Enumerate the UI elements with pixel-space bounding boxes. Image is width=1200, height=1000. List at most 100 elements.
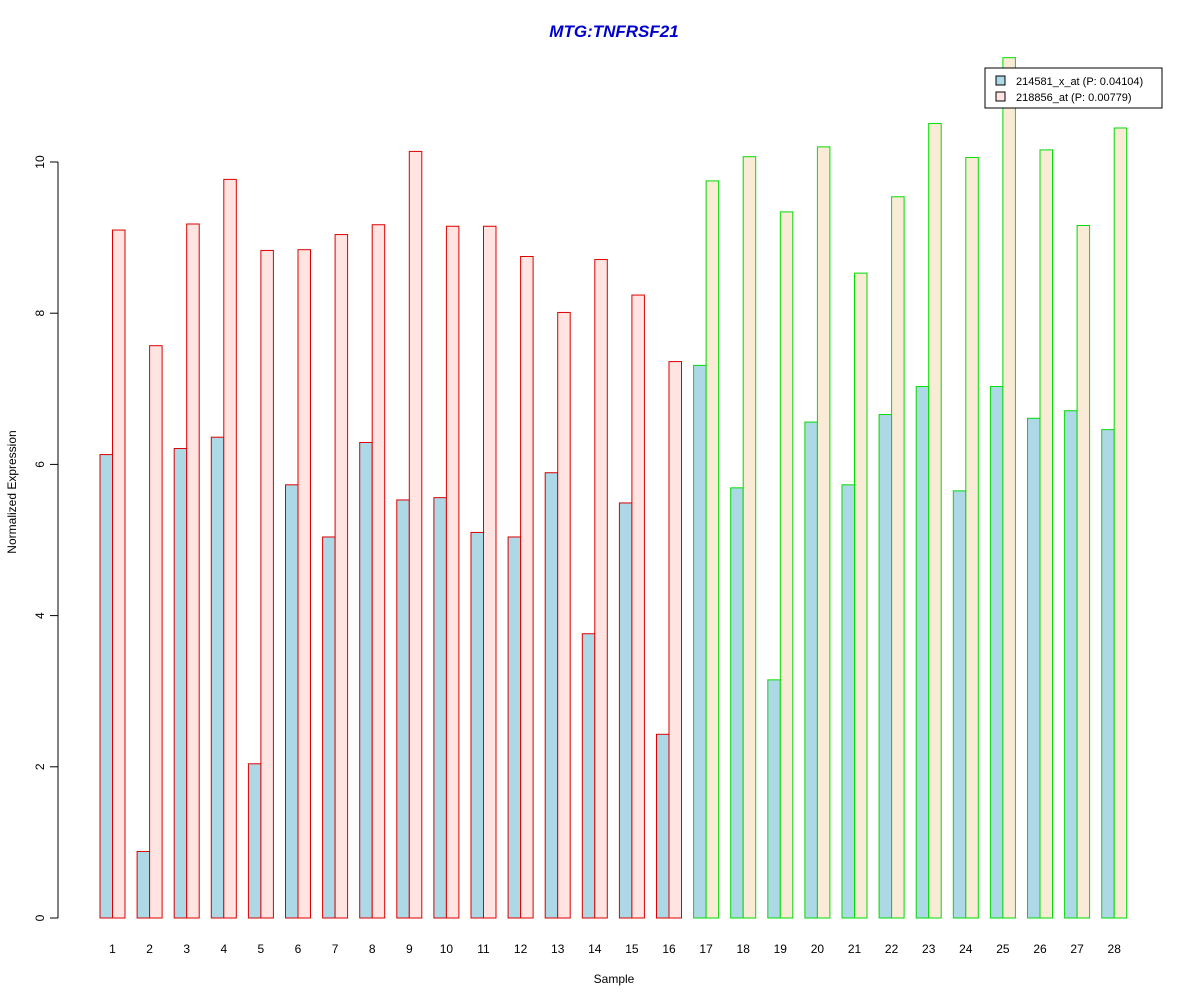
- bar-214581-x-at: [470, 531, 484, 919]
- bar-218856-at: [520, 256, 534, 919]
- x-tick-label: 6: [295, 942, 302, 956]
- y-tick-label: 8: [33, 310, 47, 317]
- x-tick-label: 27: [1070, 942, 1084, 956]
- x-tick-label: 20: [811, 942, 825, 956]
- x-tick-label: 11: [477, 942, 490, 956]
- y-tick-label: 2: [33, 763, 47, 770]
- legend-swatch-214581-x-at: [995, 75, 1006, 86]
- bar-218856-at: [557, 311, 571, 919]
- bar-218856-at: [1039, 149, 1053, 919]
- bar-214581-x-at: [173, 448, 188, 919]
- x-tick-label: 28: [1108, 942, 1122, 956]
- bar-218856-at: [149, 345, 163, 919]
- x-tick-label: 22: [885, 942, 899, 956]
- x-tick-label: 17: [699, 942, 713, 956]
- x-tick-label: 7: [332, 942, 339, 956]
- bar-218856-at: [297, 249, 311, 919]
- bar-218856-at: [260, 249, 274, 919]
- x-tick-label: 10: [440, 942, 454, 956]
- legend-box: [984, 67, 1163, 109]
- bar-214581-x-at: [878, 414, 893, 919]
- bar-218856-at: [223, 178, 237, 919]
- x-tick-label: 24: [959, 942, 973, 956]
- bar-214581-x-at: [952, 490, 967, 919]
- bar-214581-x-at: [804, 421, 818, 919]
- bar-214581-x-at: [767, 679, 781, 919]
- bar-214581-x-at: [693, 364, 707, 919]
- bar-214581-x-at: [915, 386, 930, 919]
- x-tick-label: 2: [146, 942, 153, 956]
- bar-214581-x-at: [285, 484, 299, 919]
- bar-218856-at: [779, 211, 794, 919]
- x-tick-label: 14: [588, 942, 602, 956]
- bar-214581-x-at: [247, 763, 262, 919]
- x-tick-label: 16: [662, 942, 676, 956]
- bar-214581-x-at: [989, 386, 1004, 919]
- bar-218856-at: [705, 180, 720, 919]
- chart-title: MTG:TNFRSF21: [549, 22, 678, 41]
- x-axis-title: Sample: [594, 972, 635, 986]
- bar-214581-x-at: [396, 499, 410, 919]
- bar-214581-x-at: [99, 454, 113, 919]
- x-axis: 1 2 3 4 5 6 7 8 9 10 11 12 13 14 15 16 17 18 19 20 21 22 23 24 2…: [109, 942, 1121, 956]
- bar-218856-at: [928, 122, 942, 919]
- x-tick-label: 13: [551, 942, 565, 956]
- x-tick-label: 25: [996, 942, 1010, 956]
- bar-214581-x-at: [1101, 429, 1115, 919]
- bars-group: [99, 57, 1128, 919]
- bar-218856-at: [483, 225, 497, 919]
- bar-218856-at: [371, 224, 386, 919]
- y-axis: 0 2 4 6 8 10: [33, 155, 59, 921]
- bar-214581-x-at: [433, 497, 447, 919]
- bar-218856-at: [816, 146, 831, 919]
- x-tick-label: 8: [369, 942, 376, 956]
- bar-218856-at: [112, 229, 126, 919]
- x-tick-label: 9: [406, 942, 413, 956]
- x-tick-label: 18: [737, 942, 751, 956]
- bar-218856-at: [1076, 225, 1091, 919]
- legend: 214581_x_at (P: 0.04104) 218856_at (P: 0.…: [984, 67, 1163, 109]
- y-axis-title: Normalized Expression: [5, 430, 19, 553]
- bar-218856-at: [891, 196, 905, 919]
- bar-218856-at: [186, 223, 200, 919]
- x-tick-label: 1: [109, 942, 116, 956]
- bar-214581-x-at: [1064, 410, 1078, 919]
- bar-218856-at: [408, 150, 423, 919]
- bar-214581-x-at: [322, 536, 336, 919]
- bar-218856-at: [1002, 57, 1016, 919]
- x-tick-label: 12: [514, 942, 528, 956]
- bar-214581-x-at: [507, 536, 522, 919]
- y-tick-label: 4: [33, 612, 47, 619]
- x-tick-label: 21: [848, 942, 862, 956]
- bar-218856-at: [1113, 127, 1128, 919]
- bar-214581-x-at: [359, 441, 373, 919]
- bar-218856-at: [742, 156, 757, 919]
- bar-214581-x-at: [730, 487, 744, 919]
- bar-218856-at: [334, 234, 349, 919]
- x-tick-label: 26: [1033, 942, 1047, 956]
- bar-218856-at: [594, 259, 608, 919]
- x-tick-label: 4: [220, 942, 227, 956]
- y-tick-label: 0: [33, 914, 47, 921]
- bar-214581-x-at: [544, 472, 559, 919]
- bar-214581-x-at: [618, 502, 633, 919]
- legend-swatch-218856-at: [995, 91, 1006, 102]
- bar-214581-x-at: [841, 484, 855, 919]
- x-tick-label: 3: [183, 942, 190, 956]
- x-tick-label: 23: [922, 942, 936, 956]
- legend-label-218856-at: 218856_at (P: 0.00779): [1016, 92, 1132, 104]
- bar-214581-x-at: [1027, 417, 1041, 919]
- x-tick-label: 19: [774, 942, 788, 956]
- bar-218856-at: [445, 225, 460, 919]
- bar-218856-at: [631, 294, 645, 919]
- x-tick-label: 15: [625, 942, 639, 956]
- legend-label-214581-x-at: 214581_x_at (P: 0.04104): [1016, 76, 1143, 88]
- y-tick-label: 10: [33, 155, 47, 169]
- bar-218856-at: [854, 272, 868, 919]
- bar-214581-x-at: [656, 733, 670, 919]
- y-tick-label: 6: [33, 461, 47, 468]
- x-tick-label: 5: [258, 942, 265, 956]
- bar-218856-at: [668, 361, 682, 919]
